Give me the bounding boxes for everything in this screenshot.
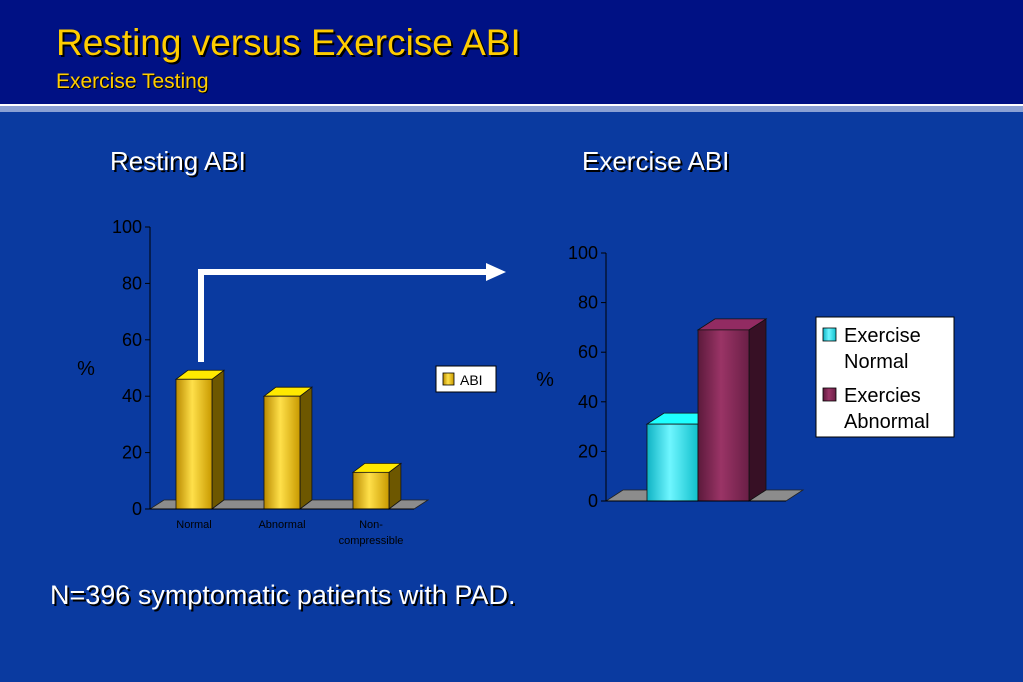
resting-y-tick-label: 100 [112,217,142,237]
header-divider [0,104,1023,112]
exercise-legend-label: Exercise [844,325,921,347]
resting-legend-swatch [442,372,455,386]
resting-y-tick-label: 20 [122,443,142,463]
arrow-connector [198,263,506,362]
resting-y-tick-label: 0 [132,499,142,519]
exercise-legend-swatch-abnormal [822,387,837,402]
resting-bar-abnormal [262,386,314,510]
exercise-legend-label: Abnormal [844,411,930,433]
page-title: Resting versus Exercise ABI [56,22,521,63]
exercise-y-tick-label: 20 [578,441,598,461]
resting-legend: ABI [435,365,497,393]
exercise-abi-chart: 0 20 40 60 80 100% Exercise Normal Exercies Abnor… [536,243,955,511]
resting-bar-non-compressible [351,462,403,510]
exercise-y-tick-label: 80 [578,293,598,313]
exercise-y-axis-label: % [536,369,554,391]
resting-legend-label: ABI [460,372,483,388]
exercise-legend-box [815,316,955,438]
exercise-legend-swatch-normal [822,327,837,342]
resting-y-tick-label: 60 [122,330,142,350]
resting-y-tick-label: 80 [122,273,142,293]
exercise-y-tick-label: 100 [568,243,598,263]
exercise-y-tick-label: 0 [588,491,598,511]
exercise-chart-title: Exercise ABI [582,146,730,176]
resting-x-tick-label: Non- [359,519,383,531]
exercise-legend-label: Exercies [844,385,921,407]
resting-chart-title: Resting ABI [110,146,246,176]
resting-x-tick-label: Normal [176,519,211,531]
resting-abi-chart: 0 20 40 60 80 100% Normal Abnormal Non-compressi… [77,217,497,547]
exercise-bar-abnormal [696,318,768,502]
resting-y-tick-label: 40 [122,386,142,406]
exercise-y-tick-label: 40 [578,392,598,412]
resting-bar-normal [174,369,226,510]
resting-x-tick-label: Abnormal [258,519,305,531]
exercise-y-tick-label: 60 [578,342,598,362]
exercise-legend-label: Normal [844,351,908,373]
exercise-legend: Exercise Normal Exercies Abnormal [815,316,955,438]
resting-y-axis-label: % [77,358,95,380]
title-bar [0,0,1023,104]
resting-x-tick-label: compressible [339,535,404,547]
page-subtitle: Exercise Testing [56,70,209,93]
resting-y-axis: 0 20 40 60 80 100% [77,217,151,519]
exercise-y-axis: 0 20 40 60 80 100% [536,243,607,511]
footnote: N=396 symptomatic patients with PAD. [50,580,516,610]
